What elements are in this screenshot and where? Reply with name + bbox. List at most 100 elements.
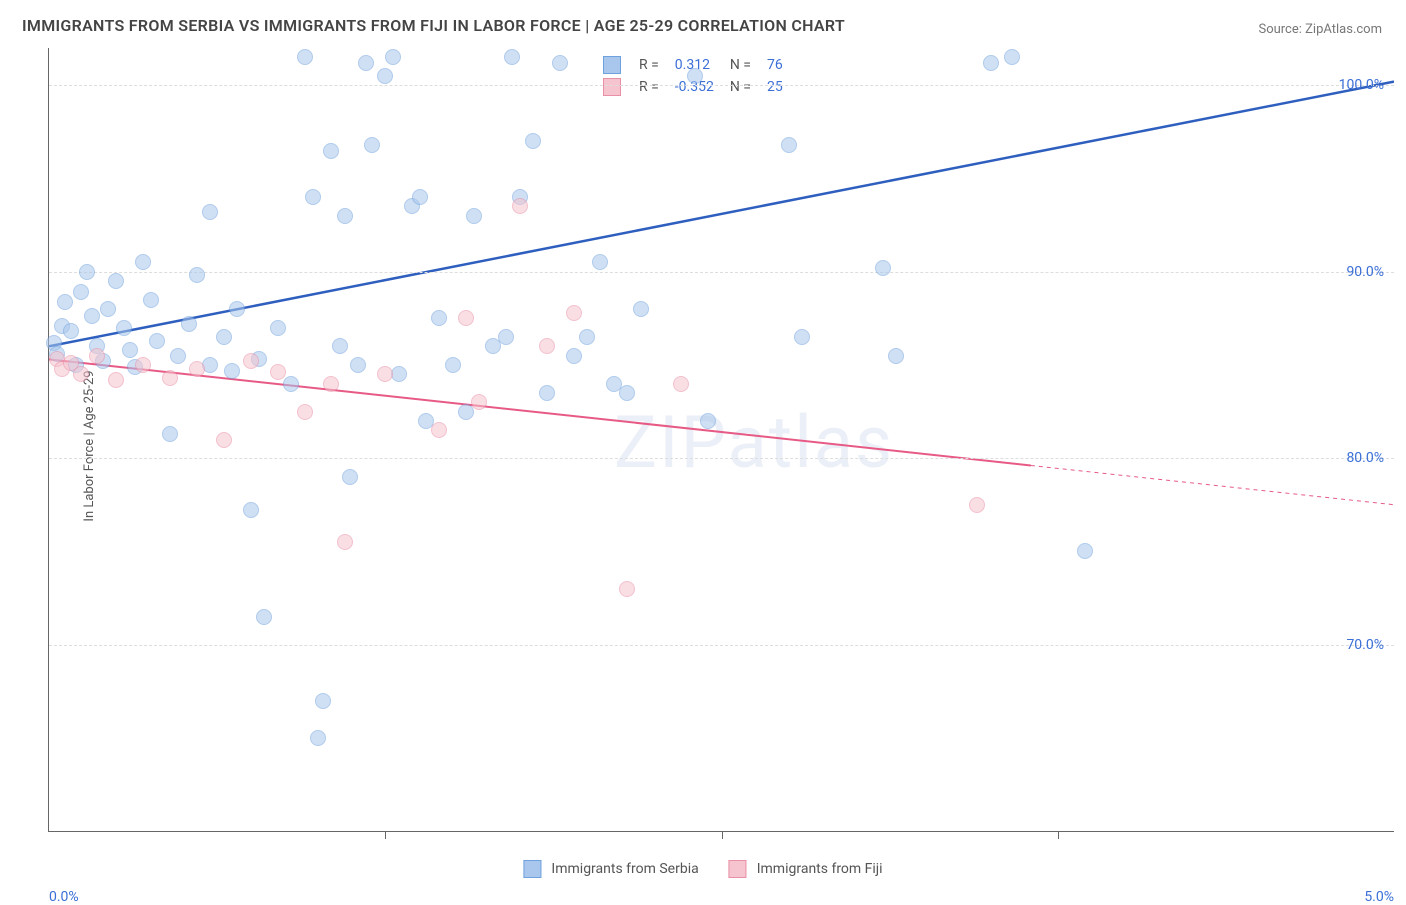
- data-point: [592, 254, 608, 270]
- data-point: [315, 693, 331, 709]
- data-point: [579, 329, 595, 345]
- data-point: [149, 333, 165, 349]
- x-tick: [1058, 831, 1059, 839]
- data-point: [116, 320, 132, 336]
- data-point: [969, 497, 985, 513]
- data-point: [283, 376, 299, 392]
- data-point: [875, 260, 891, 276]
- series-legend: Immigrants from Serbia Immigrants from F…: [523, 860, 882, 878]
- grid-line-h: [49, 85, 1394, 86]
- data-point: [297, 49, 313, 65]
- data-point: [108, 372, 124, 388]
- legend-item-serbia: Immigrants from Serbia: [523, 860, 698, 878]
- data-point: [687, 68, 703, 84]
- data-point: [337, 208, 353, 224]
- data-point: [552, 55, 568, 71]
- data-point: [162, 426, 178, 442]
- data-point: [270, 364, 286, 380]
- chart-plot-area: ZIPatlas R =0.312N =76R =-0.352N =25 70.…: [48, 48, 1394, 832]
- legend-label-fiji: Immigrants from Fiji: [757, 861, 883, 877]
- data-point: [431, 310, 447, 326]
- data-point: [162, 370, 178, 386]
- data-point: [135, 254, 151, 270]
- data-point: [305, 189, 321, 205]
- data-point: [412, 189, 428, 205]
- data-point: [170, 348, 186, 364]
- data-point: [619, 385, 635, 401]
- source-attribution: Source: ZipAtlas.com: [1258, 22, 1382, 37]
- data-point: [63, 323, 79, 339]
- x-tick: [722, 831, 723, 839]
- legend-label-serbia: Immigrants from Serbia: [551, 861, 698, 877]
- grid-line-h: [49, 272, 1394, 273]
- data-point: [89, 348, 105, 364]
- data-point: [539, 338, 555, 354]
- legend-swatch-fiji: [729, 860, 747, 878]
- data-point: [216, 432, 232, 448]
- data-point: [135, 357, 151, 373]
- data-point: [1077, 543, 1093, 559]
- y-tick-label: 100.0%: [1339, 77, 1384, 93]
- data-point: [100, 301, 116, 317]
- data-point: [73, 366, 89, 382]
- data-point: [243, 502, 259, 518]
- data-point: [202, 357, 218, 373]
- data-point: [377, 68, 393, 84]
- data-point: [270, 320, 286, 336]
- data-point: [888, 348, 904, 364]
- data-point: [445, 357, 461, 373]
- data-point: [633, 301, 649, 317]
- y-tick-label: 80.0%: [1346, 450, 1384, 466]
- data-point: [202, 204, 218, 220]
- data-point: [619, 581, 635, 597]
- x-tick: [385, 831, 386, 839]
- data-point: [673, 376, 689, 392]
- data-point: [1004, 49, 1020, 65]
- data-point: [700, 413, 716, 429]
- data-point: [458, 310, 474, 326]
- grid-line-h: [49, 458, 1394, 459]
- data-point: [525, 133, 541, 149]
- data-point: [323, 376, 339, 392]
- data-point: [108, 273, 124, 289]
- data-point: [229, 301, 245, 317]
- data-point: [297, 404, 313, 420]
- data-point: [504, 49, 520, 65]
- data-point: [350, 357, 366, 373]
- trend-lines-layer: [49, 48, 1394, 831]
- data-point: [189, 361, 205, 377]
- data-point: [73, 284, 89, 300]
- data-point: [323, 143, 339, 159]
- data-point: [122, 342, 138, 358]
- data-point: [377, 366, 393, 382]
- data-point: [358, 55, 374, 71]
- data-point: [385, 49, 401, 65]
- data-point: [216, 329, 232, 345]
- data-point: [431, 422, 447, 438]
- data-point: [189, 267, 205, 283]
- legend-item-fiji: Immigrants from Fiji: [729, 860, 883, 878]
- data-point: [143, 292, 159, 308]
- data-point: [466, 208, 482, 224]
- data-point: [539, 385, 555, 401]
- data-point: [84, 308, 100, 324]
- data-point: [512, 198, 528, 214]
- legend-swatch-serbia: [523, 860, 541, 878]
- y-tick-label: 70.0%: [1346, 637, 1384, 653]
- data-point: [983, 55, 999, 71]
- chart-title: IMMIGRANTS FROM SERBIA VS IMMIGRANTS FRO…: [22, 16, 845, 35]
- data-point: [57, 294, 73, 310]
- data-point: [181, 316, 197, 332]
- data-point: [471, 394, 487, 410]
- data-point: [364, 137, 380, 153]
- data-point: [566, 348, 582, 364]
- x-tick-label: 5.0%: [1364, 889, 1394, 905]
- data-point: [781, 137, 797, 153]
- grid-line-h: [49, 645, 1394, 646]
- x-tick-label: 0.0%: [49, 889, 79, 905]
- data-point: [243, 353, 259, 369]
- data-point: [79, 264, 95, 280]
- data-point: [310, 730, 326, 746]
- data-point: [342, 469, 358, 485]
- data-point: [566, 305, 582, 321]
